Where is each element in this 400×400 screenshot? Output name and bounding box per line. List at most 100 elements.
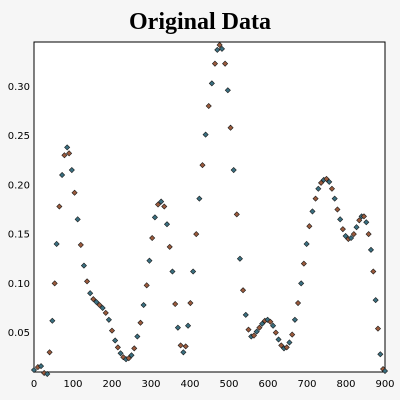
data-point	[128, 352, 135, 359]
data-point	[365, 231, 372, 238]
x-tick-label: 500	[219, 379, 238, 390]
data-point	[214, 46, 221, 53]
data-point	[205, 103, 212, 110]
data-point	[143, 282, 150, 289]
data-point	[242, 311, 249, 318]
data-point	[59, 171, 66, 179]
data-point	[306, 223, 313, 230]
data-point	[71, 189, 78, 196]
data-point	[46, 349, 53, 356]
data-point	[264, 316, 271, 323]
data-point	[353, 224, 360, 231]
data-point	[253, 328, 260, 335]
data-point	[372, 297, 379, 304]
data-point	[61, 152, 68, 159]
data-point	[102, 309, 109, 316]
data-point	[267, 318, 274, 325]
data-point	[74, 216, 81, 223]
data-point	[367, 246, 374, 253]
data-point	[193, 231, 200, 238]
data-point	[377, 351, 384, 358]
x-tick-label: 0	[31, 379, 37, 390]
data-point	[356, 217, 363, 224]
data-point	[77, 241, 84, 248]
data-point	[112, 337, 119, 344]
x-tick-labels: 0 100 200 300 400 500 600 700 800 900	[31, 379, 395, 390]
data-point	[295, 300, 302, 307]
data-point	[49, 317, 56, 324]
data-point	[275, 336, 282, 343]
data-point	[125, 355, 132, 362]
data-point	[211, 60, 218, 67]
data-point	[166, 243, 173, 250]
data-point	[44, 370, 51, 377]
data-point	[108, 327, 116, 334]
data-point	[381, 367, 389, 375]
data-point	[289, 331, 296, 338]
data-point	[216, 41, 223, 48]
axes	[33, 41, 386, 373]
x-tick-label: 800	[336, 379, 355, 390]
data-point	[291, 316, 298, 323]
data-point	[342, 233, 349, 240]
data-point	[236, 255, 243, 262]
y-tick-labels: 0.05 0.10 0.15 0.20 0.25 0.30	[8, 82, 30, 339]
data-point	[348, 235, 355, 242]
x-tick-label: 600	[258, 379, 277, 390]
data-point	[245, 326, 252, 333]
data-point	[174, 324, 181, 331]
x-tick-label: 400	[180, 379, 199, 390]
x-tick-label: 900	[375, 379, 394, 390]
data-point	[278, 342, 285, 349]
y-tick-label: 0.10	[8, 279, 30, 290]
data-point	[180, 349, 187, 356]
data-point	[30, 367, 38, 374]
chart-title: Original Data	[129, 9, 271, 35]
data-point	[185, 322, 192, 329]
data-point	[233, 211, 240, 218]
data-point	[334, 206, 341, 213]
data-point	[374, 325, 382, 332]
data-point	[323, 175, 330, 182]
data-point	[227, 124, 234, 131]
y-tick-label: 0.30	[8, 82, 30, 93]
data-point	[131, 345, 138, 352]
data-point	[199, 162, 206, 169]
data-point	[105, 316, 112, 323]
y-tick-label: 0.15	[8, 230, 30, 241]
data-point	[137, 319, 144, 326]
data-point	[202, 131, 209, 138]
data-point	[230, 167, 237, 174]
data-point	[151, 214, 158, 221]
data-point	[182, 343, 189, 350]
data-point	[96, 301, 103, 309]
data-point	[326, 178, 333, 185]
data-point	[93, 299, 100, 306]
y-tick-label: 0.25	[8, 131, 30, 142]
data-points	[30, 41, 389, 377]
data-point	[154, 201, 162, 208]
data-point	[146, 257, 153, 264]
data-point	[318, 179, 325, 186]
data-point	[337, 216, 344, 223]
data-point	[250, 332, 257, 339]
y-tick-label: 0.20	[8, 180, 30, 191]
data-point	[331, 195, 338, 202]
data-point	[53, 240, 60, 247]
data-point	[256, 324, 263, 331]
data-point	[41, 369, 48, 377]
data-point	[80, 262, 87, 269]
data-point	[161, 203, 168, 210]
data-point	[90, 296, 97, 303]
data-point	[350, 231, 357, 238]
data-point	[363, 219, 370, 226]
data-point	[37, 363, 45, 370]
data-point	[270, 322, 277, 329]
data-point	[117, 350, 124, 357]
data-point	[163, 221, 171, 228]
data-point	[309, 208, 316, 215]
data-point	[218, 45, 226, 52]
data-point	[208, 80, 215, 87]
